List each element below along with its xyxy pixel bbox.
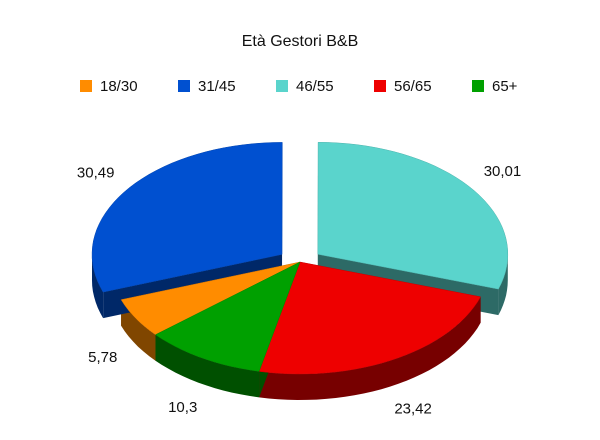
slice-side [92,254,104,319]
slice-side [259,296,481,400]
slice [155,261,301,372]
slice [120,261,301,335]
slice-tops [91,142,509,375]
labels: 18/30 31/45 46/55 56/65 65+ 5,78 30,49 30,01 23,… [77,78,521,418]
legend-label: 46/55 [296,78,334,95]
slice-side [155,334,260,398]
data-label: 30,49 [77,165,115,182]
legend-label: 31/45 [198,78,236,95]
legend-label: 65+ [492,78,518,95]
slice [317,142,509,290]
data-label: 10,3 [168,399,197,416]
legend-swatch [472,80,484,92]
slice [258,261,481,375]
chart-title: Età Gestori B&B [242,33,359,50]
legend-swatch [178,80,190,92]
slice-side [121,299,156,361]
legend-label: 56/65 [394,78,432,95]
data-label: 23,42 [394,401,432,418]
data-label: 5,78 [88,349,117,366]
data-label: 30,01 [484,163,522,180]
slice-side [498,254,508,316]
legend-swatch [80,80,92,92]
slice [91,142,283,293]
legend-label: 18/30 [100,78,138,95]
legend-swatch [374,80,386,92]
legend-swatch [276,80,288,92]
